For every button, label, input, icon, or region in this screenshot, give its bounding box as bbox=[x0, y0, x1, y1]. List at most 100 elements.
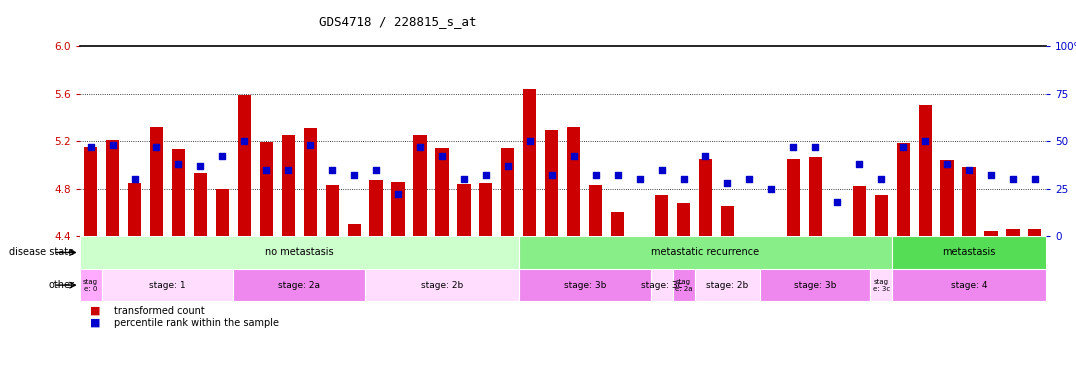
Point bbox=[434, 153, 451, 159]
Bar bbox=[194, 173, 207, 236]
Bar bbox=[672, 269, 694, 301]
Bar bbox=[699, 159, 712, 236]
Text: GDS4718 / 228815_s_at: GDS4718 / 228815_s_at bbox=[320, 15, 477, 28]
Point bbox=[521, 138, 538, 144]
Text: disease state: disease state bbox=[9, 247, 74, 258]
Bar bbox=[326, 185, 339, 236]
Text: stage: 3b: stage: 3b bbox=[794, 281, 836, 290]
Point bbox=[675, 176, 692, 182]
Point bbox=[301, 142, 318, 148]
Point bbox=[763, 185, 780, 192]
Text: no metastasis: no metastasis bbox=[265, 247, 334, 258]
Bar bbox=[101, 269, 233, 301]
Bar bbox=[233, 269, 365, 301]
Point bbox=[587, 172, 605, 179]
Bar bbox=[875, 195, 888, 236]
Bar bbox=[962, 167, 976, 236]
Text: stage: 2b: stage: 2b bbox=[421, 281, 463, 290]
Bar bbox=[348, 224, 360, 236]
Bar bbox=[1006, 229, 1020, 236]
Point bbox=[345, 172, 363, 179]
Text: stage: 4: stage: 4 bbox=[951, 281, 988, 290]
Point bbox=[961, 167, 978, 173]
Point bbox=[1027, 176, 1044, 182]
Point bbox=[170, 161, 187, 167]
Point bbox=[938, 161, 955, 167]
Bar bbox=[655, 195, 668, 236]
Bar bbox=[677, 203, 690, 236]
Bar bbox=[694, 269, 761, 301]
Point bbox=[807, 144, 824, 150]
Point bbox=[982, 172, 1000, 179]
Text: stag
e: 3c: stag e: 3c bbox=[873, 279, 890, 291]
Text: stage: 1: stage: 1 bbox=[150, 281, 186, 290]
Point bbox=[1004, 176, 1021, 182]
Point bbox=[192, 163, 209, 169]
Bar bbox=[105, 140, 119, 236]
Point bbox=[829, 199, 846, 205]
Point bbox=[543, 172, 561, 179]
Bar bbox=[633, 236, 647, 254]
Bar bbox=[1029, 229, 1042, 236]
Bar bbox=[651, 269, 672, 301]
Point bbox=[917, 138, 934, 144]
Bar bbox=[892, 236, 1046, 269]
Point bbox=[873, 176, 890, 182]
Bar bbox=[852, 186, 866, 236]
Point bbox=[499, 163, 516, 169]
Point bbox=[368, 167, 385, 173]
Bar bbox=[742, 236, 756, 258]
Bar bbox=[940, 160, 953, 236]
Bar bbox=[84, 147, 97, 236]
Text: stage: 2a: stage: 2a bbox=[279, 281, 321, 290]
Point bbox=[653, 167, 670, 173]
Bar bbox=[501, 148, 514, 236]
Bar bbox=[831, 236, 844, 270]
Point bbox=[697, 153, 714, 159]
Text: metastasis: metastasis bbox=[943, 247, 995, 258]
Text: ■: ■ bbox=[90, 306, 101, 316]
Point bbox=[214, 153, 231, 159]
Bar bbox=[589, 185, 603, 236]
Point bbox=[609, 172, 626, 179]
Bar bbox=[611, 212, 624, 236]
Point bbox=[851, 161, 868, 167]
Text: transformed count: transformed count bbox=[114, 306, 204, 316]
Text: ■: ■ bbox=[90, 318, 101, 328]
Point bbox=[784, 144, 802, 150]
Point bbox=[324, 167, 341, 173]
Point bbox=[455, 176, 472, 182]
Bar bbox=[523, 89, 537, 236]
Bar bbox=[519, 236, 892, 269]
Point bbox=[82, 144, 99, 150]
Point bbox=[719, 180, 736, 186]
Point bbox=[236, 138, 253, 144]
Bar bbox=[172, 149, 185, 236]
Text: stage: 2b: stage: 2b bbox=[706, 281, 749, 290]
Bar bbox=[479, 183, 493, 236]
Bar bbox=[721, 207, 734, 236]
Point bbox=[126, 176, 143, 182]
Bar bbox=[892, 269, 1046, 301]
Bar bbox=[457, 184, 470, 236]
Text: stage: 3b: stage: 3b bbox=[564, 281, 606, 290]
Bar bbox=[985, 232, 997, 236]
Bar bbox=[413, 135, 426, 236]
Point bbox=[478, 172, 495, 179]
Point bbox=[740, 176, 758, 182]
Point bbox=[147, 144, 165, 150]
Bar bbox=[369, 180, 383, 236]
Bar bbox=[567, 127, 580, 236]
Text: percentile rank within the sample: percentile rank within the sample bbox=[114, 318, 279, 328]
Bar bbox=[303, 128, 316, 236]
Text: stag
e: 2a: stag e: 2a bbox=[675, 279, 692, 291]
Bar bbox=[519, 269, 651, 301]
Bar bbox=[80, 269, 101, 301]
Bar bbox=[809, 157, 822, 236]
Bar bbox=[365, 269, 519, 301]
Point bbox=[411, 144, 428, 150]
Bar bbox=[546, 131, 558, 236]
Bar bbox=[128, 183, 141, 236]
Bar bbox=[765, 236, 778, 260]
Bar bbox=[238, 95, 251, 236]
